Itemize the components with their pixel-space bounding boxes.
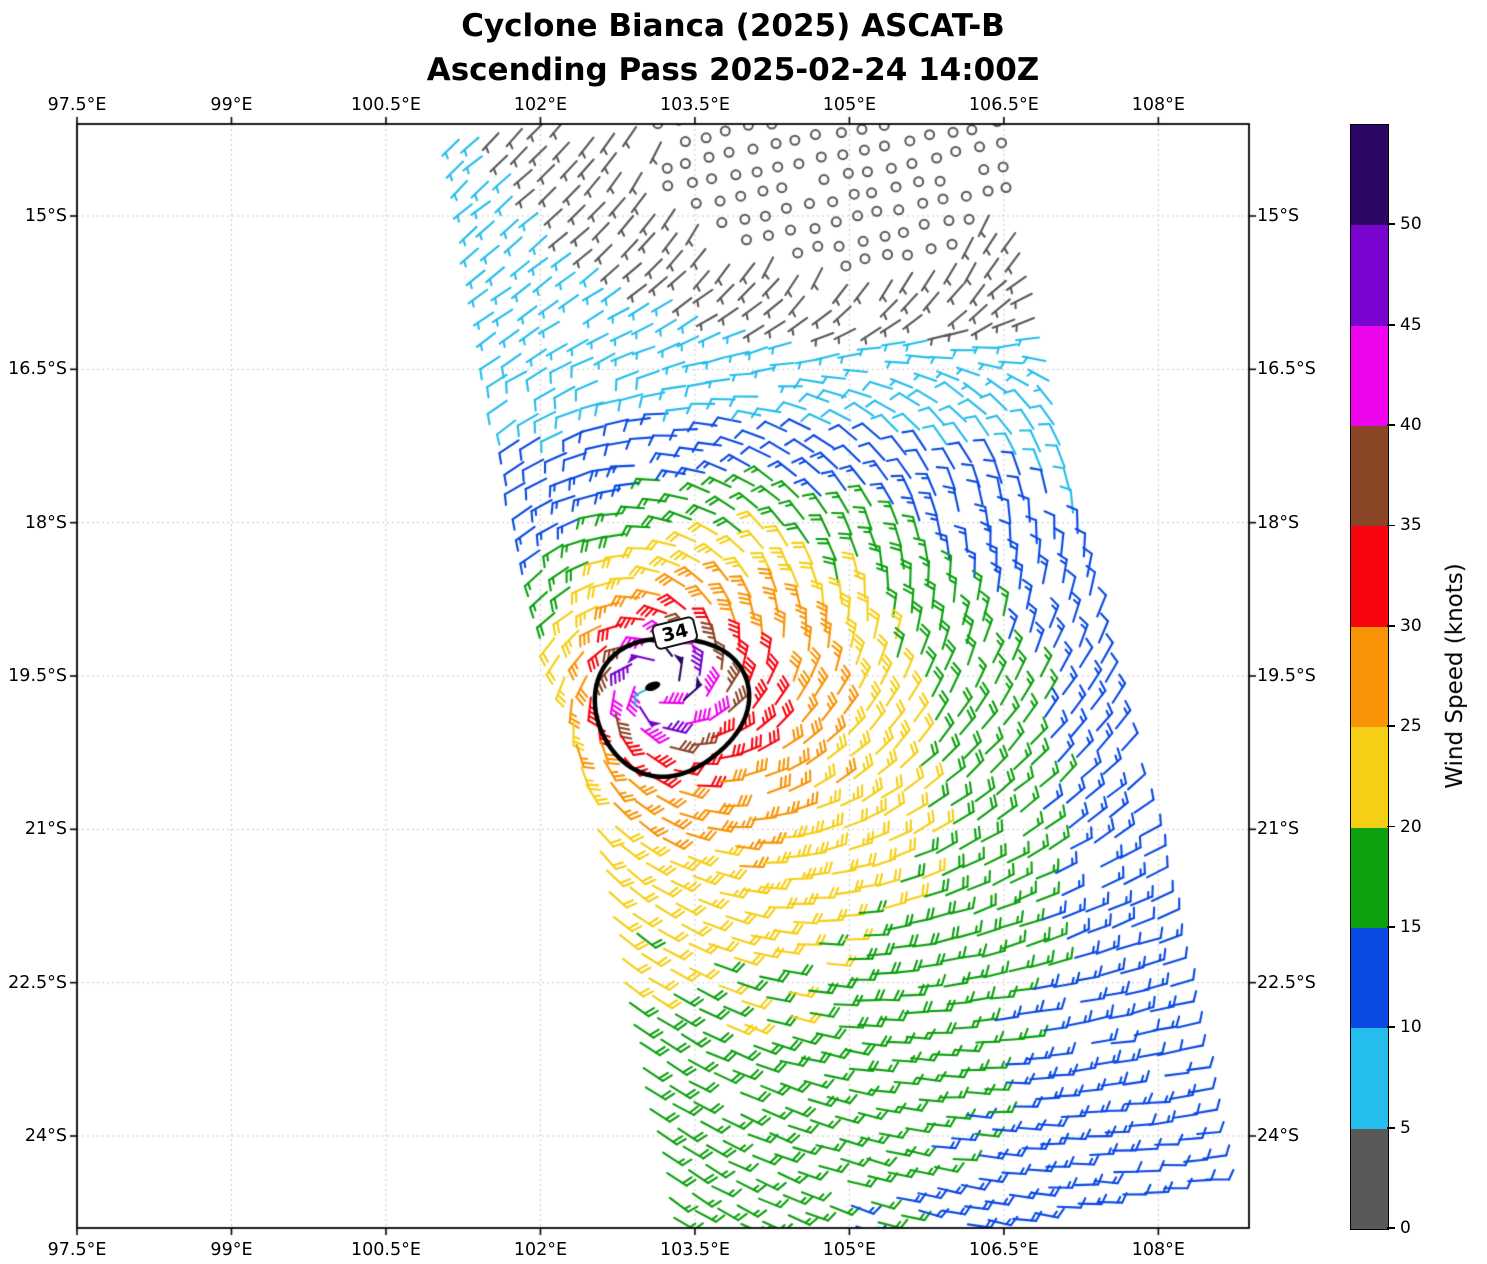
colorbar-tick-mark bbox=[1387, 926, 1395, 928]
y-tick-label-right: 22.5°S bbox=[1257, 972, 1316, 993]
colorbar-tick-mark bbox=[1387, 223, 1395, 226]
colorbar-tick-label: 30 bbox=[1400, 615, 1422, 636]
y-tick-label-right: 16.5°S bbox=[1257, 359, 1316, 380]
colorbar-tick-label: 15 bbox=[1400, 916, 1422, 937]
colorbar-tick-label: 50 bbox=[1400, 214, 1422, 235]
colorbar-segment-40-45kt bbox=[1351, 325, 1388, 427]
wind-speed-colorbar bbox=[1350, 124, 1389, 1230]
y-tick-label-right: 19.5°S bbox=[1257, 666, 1316, 686]
y-tick-label-right: 18°S bbox=[1257, 512, 1300, 533]
colorbar-tick-label: 0 bbox=[1400, 1218, 1411, 1238]
colorbar-tick-mark bbox=[1387, 1126, 1395, 1129]
chart-title-line2: Ascending Pass 2025-02-24 14:00Z bbox=[426, 52, 1040, 88]
colorbar-tick-label: 5 bbox=[1400, 1117, 1411, 1138]
colorbar-segment-5-10kt bbox=[1351, 1028, 1388, 1129]
x-tick-label-top: 100.5°E bbox=[351, 95, 421, 115]
colorbar-axis-label: Wind Speed (knots) bbox=[1442, 563, 1468, 789]
colorbar-tick-label: 45 bbox=[1400, 314, 1422, 335]
colorbar-tick-mark bbox=[1387, 725, 1395, 728]
colorbar-tick-label: 20 bbox=[1400, 816, 1422, 837]
y-tick-label-right: 21°S bbox=[1257, 819, 1300, 840]
x-tick-label-top: 106.5°E bbox=[968, 95, 1039, 115]
colorbar-segment-15-20kt bbox=[1351, 827, 1388, 928]
colorbar-tick-mark bbox=[1387, 323, 1395, 326]
colorbar-tick-mark bbox=[1387, 424, 1395, 426]
colorbar-segment-20-25kt bbox=[1351, 727, 1388, 828]
x-tick-label-top: 97.5°E bbox=[47, 95, 107, 115]
x-tick-label-bottom: 100.5°E bbox=[351, 1240, 421, 1260]
x-tick-label-bottom: 108°E bbox=[1131, 1240, 1185, 1260]
x-tick-label-bottom: 102°E bbox=[513, 1240, 568, 1260]
x-tick-label-top: 103.5°E bbox=[659, 95, 730, 115]
colorbar-tick-mark bbox=[1387, 1227, 1395, 1229]
colorbar-tick-label: 35 bbox=[1400, 515, 1422, 536]
colorbar-tick-mark bbox=[1387, 1026, 1395, 1029]
colorbar-segment-45-50kt bbox=[1351, 225, 1388, 326]
y-tick-label-left: 19.5°S bbox=[8, 666, 67, 686]
x-tick-label-bottom: 105°E bbox=[822, 1240, 877, 1260]
colorbar-tick-label: 25 bbox=[1400, 716, 1422, 737]
y-tick-label-left: 21°S bbox=[24, 819, 67, 840]
x-tick-label-bottom: 97.5°E bbox=[47, 1240, 107, 1260]
colorbar-tick-label: 10 bbox=[1400, 1017, 1422, 1038]
x-tick-label-top: 99°E bbox=[210, 95, 253, 115]
colorbar-tick-mark bbox=[1387, 624, 1395, 627]
colorbar-segment-30-35kt bbox=[1351, 526, 1388, 627]
colorbar-segment-0-5kt bbox=[1351, 1128, 1388, 1229]
colorbar-tick-mark bbox=[1387, 825, 1395, 828]
colorbar-tick-mark bbox=[1387, 524, 1395, 527]
y-tick-label-right: 15°S bbox=[1257, 206, 1300, 226]
y-tick-label-left: 24°S bbox=[24, 1126, 67, 1146]
x-tick-label-top: 102°E bbox=[513, 95, 568, 115]
x-tick-label-bottom: 106.5°E bbox=[968, 1240, 1039, 1260]
colorbar-segment-50-55kt bbox=[1351, 125, 1388, 226]
colorbar-segment-10-15kt bbox=[1351, 927, 1388, 1029]
y-tick-label-left: 16.5°S bbox=[8, 359, 67, 380]
x-tick-label-bottom: 99°E bbox=[210, 1240, 253, 1260]
colorbar-segment-35-40kt bbox=[1351, 426, 1388, 527]
colorbar-tick-label: 40 bbox=[1400, 415, 1422, 436]
y-tick-label-left: 22.5°S bbox=[8, 972, 67, 993]
x-tick-label-top: 105°E bbox=[822, 95, 877, 115]
y-tick-label-left: 15°S bbox=[24, 206, 67, 226]
x-tick-label-top: 108°E bbox=[1131, 95, 1185, 115]
y-tick-label-left: 18°S bbox=[24, 512, 67, 533]
chart-title-line1: Cyclone Bianca (2025) ASCAT-B bbox=[461, 8, 1005, 44]
y-tick-label-right: 24°S bbox=[1257, 1126, 1300, 1146]
colorbar-segment-25-30kt bbox=[1351, 626, 1388, 728]
x-tick-label-bottom: 103.5°E bbox=[659, 1240, 730, 1260]
